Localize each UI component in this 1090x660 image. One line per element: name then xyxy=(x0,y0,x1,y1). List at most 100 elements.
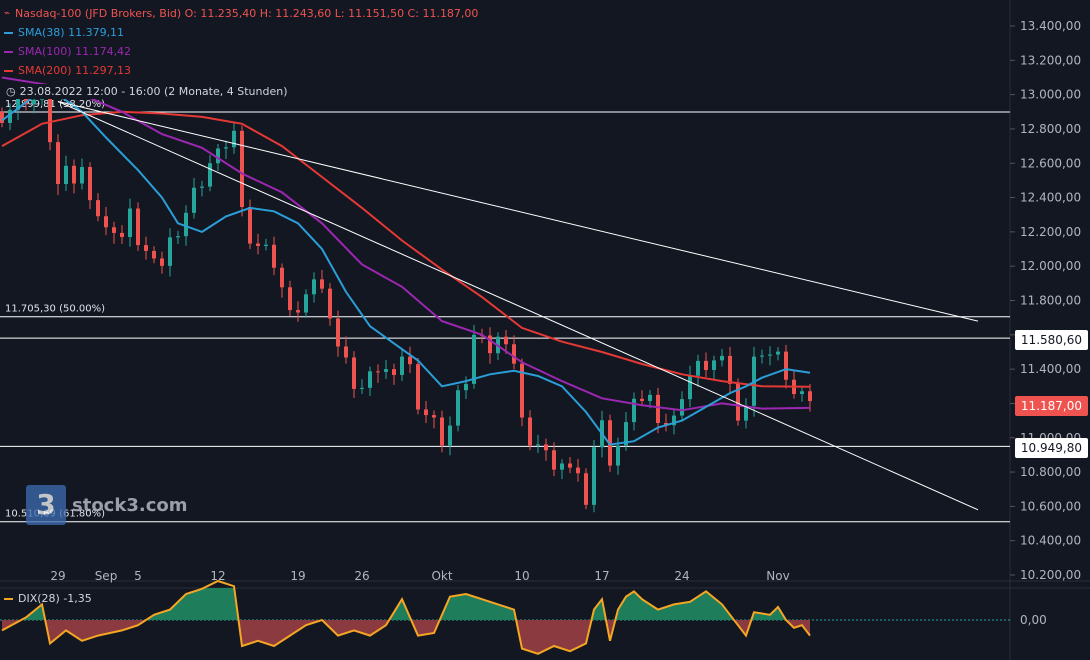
candle-body[interactable] xyxy=(624,422,628,446)
candle-body[interactable] xyxy=(440,417,444,446)
candle-body[interactable] xyxy=(32,99,36,105)
candle-body[interactable] xyxy=(672,415,676,426)
candle-body[interactable] xyxy=(256,243,260,246)
candle-body[interactable] xyxy=(568,463,572,468)
candle-body[interactable] xyxy=(304,294,308,313)
candle-body[interactable] xyxy=(112,227,116,233)
candle-body[interactable] xyxy=(744,405,748,421)
candle-body[interactable] xyxy=(696,360,700,376)
candle-body[interactable] xyxy=(392,369,396,375)
trendline[interactable] xyxy=(57,101,979,322)
candle-body[interactable] xyxy=(248,206,252,244)
candle-body[interactable] xyxy=(136,208,140,246)
candle-body[interactable] xyxy=(144,245,148,251)
candle-body[interactable] xyxy=(616,445,620,466)
candle-body[interactable] xyxy=(472,334,476,384)
candle-body[interactable] xyxy=(800,391,804,395)
candle-body[interactable] xyxy=(8,109,12,123)
candle-body[interactable] xyxy=(512,344,516,364)
candle-body[interactable] xyxy=(656,394,660,423)
candle-body[interactable] xyxy=(160,258,164,266)
candle-body[interactable] xyxy=(152,250,156,259)
sma38-line[interactable] xyxy=(1,93,811,446)
candle-body[interactable] xyxy=(608,420,612,466)
candle-body[interactable] xyxy=(312,279,316,295)
candle-body[interactable] xyxy=(320,279,324,289)
candle-body[interactable] xyxy=(296,310,300,313)
candle-body[interactable] xyxy=(360,387,364,389)
candle-body[interactable] xyxy=(232,130,236,148)
candle-body[interactable] xyxy=(88,167,92,201)
dix-line[interactable] xyxy=(1,579,811,655)
candle-body[interactable] xyxy=(640,398,644,402)
candle-body[interactable] xyxy=(120,232,124,238)
candle-body[interactable] xyxy=(592,447,596,505)
candle-body[interactable] xyxy=(648,394,652,402)
candle-body[interactable] xyxy=(240,130,244,207)
legend-sma100[interactable]: SMA(100) 11.174,42 xyxy=(4,42,478,61)
candle-body[interactable] xyxy=(576,467,580,474)
candle-body[interactable] xyxy=(664,422,668,426)
candle-body[interactable] xyxy=(768,354,772,356)
candle-body[interactable] xyxy=(760,355,764,357)
candle-body[interactable] xyxy=(728,355,732,384)
candle-body[interactable] xyxy=(536,444,540,446)
candle-body[interactable] xyxy=(504,336,508,345)
candle-body[interactable] xyxy=(456,390,460,426)
candle-body[interactable] xyxy=(336,318,340,347)
candle-body[interactable] xyxy=(272,244,276,268)
candle-body[interactable] xyxy=(584,473,588,505)
candle-body[interactable] xyxy=(288,287,292,311)
candle-body[interactable] xyxy=(216,148,220,164)
candle-body[interactable] xyxy=(344,346,348,358)
candle-body[interactable] xyxy=(328,288,332,319)
sma100-line[interactable] xyxy=(1,76,811,412)
candle-body[interactable] xyxy=(264,244,268,246)
candle-body[interactable] xyxy=(736,383,740,421)
candle-body[interactable] xyxy=(520,363,524,418)
candle-body[interactable] xyxy=(48,95,52,143)
candle-body[interactable] xyxy=(208,163,212,187)
legend-sma200[interactable]: SMA(200) 11.297,13 xyxy=(4,61,478,80)
candle-body[interactable] xyxy=(464,383,468,391)
candle-body[interactable] xyxy=(104,216,108,228)
trendline[interactable] xyxy=(57,101,979,511)
candle-body[interactable] xyxy=(544,444,548,451)
candle-body[interactable] xyxy=(704,360,708,370)
candle-body[interactable] xyxy=(128,208,132,238)
candle-body[interactable] xyxy=(432,415,436,418)
candle-body[interactable] xyxy=(192,187,196,213)
candle-body[interactable] xyxy=(400,356,404,375)
candle-body[interactable] xyxy=(56,142,60,185)
candle-body[interactable] xyxy=(528,417,532,446)
candle-body[interactable] xyxy=(184,212,188,237)
candle-body[interactable] xyxy=(712,360,716,370)
candle-body[interactable] xyxy=(784,351,788,380)
sma200-line[interactable] xyxy=(1,110,811,388)
candle-body[interactable] xyxy=(96,200,100,217)
candle-body[interactable] xyxy=(448,425,452,446)
candle-body[interactable] xyxy=(352,357,356,389)
candle-body[interactable] xyxy=(416,364,420,410)
candle-body[interactable] xyxy=(384,369,388,372)
candle-body[interactable] xyxy=(408,356,412,365)
candle-body[interactable] xyxy=(72,165,76,184)
candle-body[interactable] xyxy=(368,371,372,388)
legend-instrument[interactable]: ⌁ Nasdaq-100 (JFD Brokers, Bid) O: 11.23… xyxy=(4,4,478,23)
candle-body[interactable] xyxy=(424,409,428,416)
candle-body[interactable] xyxy=(376,371,380,373)
candle-body[interactable] xyxy=(680,399,684,416)
candle-body[interactable] xyxy=(776,351,780,355)
candle-body[interactable] xyxy=(488,335,492,354)
candle-body[interactable] xyxy=(168,237,172,266)
candle-body[interactable] xyxy=(16,98,20,110)
candle-body[interactable] xyxy=(720,355,724,361)
candle-body[interactable] xyxy=(280,267,284,288)
candle-body[interactable] xyxy=(552,450,556,470)
candle-body[interactable] xyxy=(808,391,812,402)
candle-body[interactable] xyxy=(224,147,228,149)
candle-body[interactable] xyxy=(64,165,68,185)
candle-body[interactable] xyxy=(176,236,180,238)
candle-body[interactable] xyxy=(560,463,564,470)
